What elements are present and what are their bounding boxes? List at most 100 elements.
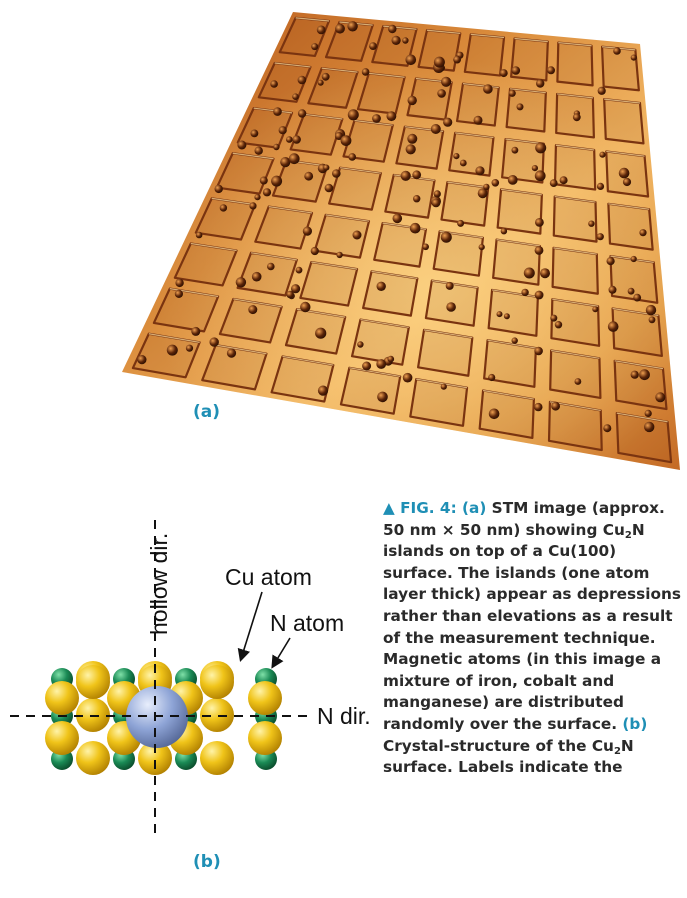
magnetic-atom-dot — [185, 344, 194, 352]
cu-atom — [200, 698, 234, 732]
island-highlight — [426, 29, 461, 34]
magnetic-atom-dot — [347, 21, 358, 32]
island-highlight — [253, 107, 293, 114]
n-atom-arrow — [271, 637, 291, 669]
magnetic-atom-dot — [496, 311, 503, 318]
magnetic-atom-dot — [271, 175, 283, 187]
magnetic-atom-dot — [405, 54, 417, 66]
magnetic-atom-dot — [362, 361, 372, 371]
island-outline — [463, 33, 506, 77]
island-highlight — [554, 195, 596, 203]
cu-atom — [200, 741, 234, 775]
magnetic-atom-dot — [622, 177, 632, 187]
magnetic-atom-dot — [335, 23, 345, 34]
magnetic-atom-dot — [249, 202, 257, 210]
island-highlight — [416, 378, 468, 389]
cu-atom — [248, 681, 282, 715]
magnetic-atom-dot — [302, 226, 312, 236]
magnetic-atom-dot — [534, 346, 543, 356]
panel-a-label: (a) — [193, 402, 221, 422]
island-outline — [496, 188, 543, 235]
island-highlight — [282, 355, 334, 366]
magnetic-atom-dot — [407, 133, 418, 144]
island-highlight — [558, 42, 592, 47]
magnetic-atom-dot — [352, 230, 362, 240]
magnetic-atom-dot — [531, 165, 539, 172]
magnetic-atom-dot — [599, 151, 606, 158]
magnetic-atom-dot — [291, 284, 301, 294]
magnetic-atom-dot — [357, 341, 364, 348]
magnetic-atom-dot — [321, 72, 330, 81]
magnetic-atom-dot — [534, 170, 546, 182]
magnetic-atom-dot — [431, 198, 441, 208]
island-outline — [603, 98, 645, 145]
magnetic-atom-dot — [597, 86, 606, 95]
magnetic-atom-dot — [270, 80, 278, 88]
magnetic-atom-dot — [572, 113, 581, 122]
magnetic-atom-dot — [547, 66, 555, 75]
magnetic-atom-dot — [433, 56, 445, 68]
island-outline — [384, 173, 436, 219]
magnetic-atom-dot — [516, 103, 524, 111]
magnetic-atoms — [137, 21, 666, 433]
magnetic-atom-dot — [262, 188, 272, 197]
magnetic-atom-dot — [334, 132, 343, 140]
atom-lattice — [45, 661, 282, 775]
magnetic-atom-dot — [618, 167, 630, 179]
magnetic-atom-dot — [511, 66, 521, 75]
magnetic-atom-dot — [536, 79, 545, 88]
island-highlight — [514, 37, 548, 43]
magnetic-atom-dot — [300, 301, 311, 313]
magnetic-atom-dot — [437, 89, 446, 98]
island-outline — [551, 246, 599, 295]
island-highlight — [371, 270, 418, 279]
caption-sub-2-b: 2 — [613, 745, 621, 757]
magnetic-atom-dot — [630, 255, 637, 263]
island-highlight — [505, 138, 544, 145]
magnetic-atom-dot — [280, 157, 291, 168]
island-highlight — [311, 261, 358, 270]
island-highlight — [455, 132, 494, 139]
magnetic-atom-dot — [292, 93, 299, 100]
island-highlight — [553, 247, 597, 255]
magnetic-atom-dot — [613, 47, 621, 55]
island-highlight — [447, 181, 489, 189]
magnetic-atom-dot — [402, 372, 413, 383]
magnetic-atom-dot — [540, 268, 550, 279]
magnetic-atom-dot — [376, 281, 386, 291]
magnetic-atom-dot — [511, 146, 519, 154]
island-outline — [299, 260, 359, 307]
caption-text-a2: N islands on top of a Cu(100) surface. T… — [383, 520, 682, 733]
magnetic-atom-dot — [409, 222, 421, 234]
magnetic-atom-dot — [387, 355, 395, 363]
island-highlight — [250, 252, 297, 261]
magnetic-atom-dot — [607, 321, 619, 332]
magnetic-atom-dot — [219, 204, 228, 212]
magnetic-atom-dot — [478, 244, 485, 251]
hollow-direction-label: hollow dir. — [146, 533, 172, 635]
magnetic-atom-dot — [554, 321, 563, 329]
magnetic-atom-dot — [475, 166, 485, 176]
cu-atom — [76, 741, 110, 775]
magnetic-atom-dot — [499, 69, 508, 78]
magnetic-atom-dot — [443, 117, 453, 127]
cu-atom — [76, 665, 110, 699]
island-highlight — [215, 344, 267, 355]
caption-sub-2: 2 — [624, 529, 632, 541]
magnetic-atom-dot — [644, 421, 655, 433]
magnetic-atom-dot — [534, 246, 544, 255]
magnetic-atom-dot — [596, 233, 604, 241]
magnetic-atom-dot — [235, 277, 247, 288]
magnetic-atom-dot — [297, 75, 307, 85]
island-highlight — [551, 349, 600, 359]
magnetic-atom-dot — [645, 304, 657, 316]
magnetic-atom-dot — [459, 159, 467, 167]
cu-atom — [138, 741, 172, 775]
magnetic-atom-dot — [630, 370, 639, 379]
island-outline — [600, 45, 640, 92]
island-highlight — [339, 167, 381, 174]
magnetic-atom-dot — [445, 281, 454, 290]
magnetic-atom-dot — [316, 25, 326, 35]
figure-caption: ▲ FIG. 4: (a) STM image (approx. 50 nm ×… — [383, 498, 683, 779]
magnetic-atom-dot — [405, 144, 416, 155]
